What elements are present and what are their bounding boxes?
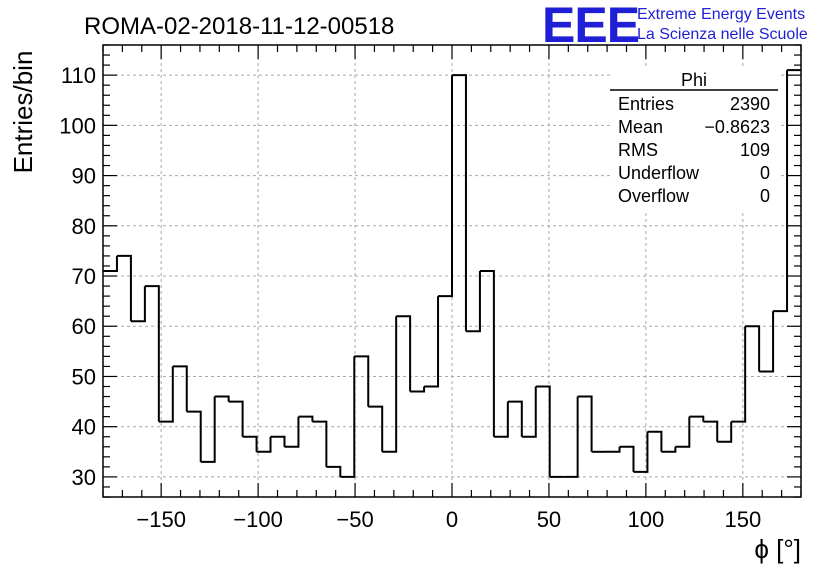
histogram-bin — [116, 254, 132, 322]
histogram-bin — [368, 405, 384, 452]
histogram-bin — [689, 415, 705, 422]
y-tick-label: 100 — [59, 113, 96, 138]
histogram-bin — [479, 270, 495, 437]
x-tick-label: 0 — [446, 507, 458, 532]
histogram-bin — [717, 421, 733, 443]
histogram-bin — [130, 286, 146, 323]
histogram-bin — [340, 356, 356, 478]
histogram-bin — [158, 366, 174, 423]
histogram-bin — [396, 315, 412, 392]
histogram-bin — [228, 400, 244, 437]
histogram-bin — [731, 326, 747, 423]
histogram-bin — [382, 316, 398, 453]
histogram-bin — [507, 400, 523, 437]
stat-value-underflow: 0 — [760, 163, 770, 183]
stats-box-title: Phi — [681, 70, 707, 90]
stat-label-mean: Mean — [618, 117, 663, 137]
y-tick-label: 80 — [72, 214, 96, 239]
histogram-bin — [563, 396, 579, 478]
x-axis-title: ϕ [°] — [754, 534, 801, 564]
x-tick-label: 50 — [537, 507, 561, 532]
y-tick-label: 30 — [72, 465, 96, 490]
x-tick-label: 150 — [724, 507, 761, 532]
histogram-bin — [326, 465, 342, 477]
histogram-bin — [619, 445, 635, 472]
x-tick-label: −150 — [136, 507, 186, 532]
histogram-bin — [661, 446, 677, 453]
histogram-bin — [535, 385, 551, 477]
histogram-bin — [675, 416, 691, 448]
logo-line-2: La Scienza nelle Scuole — [637, 26, 808, 43]
y-tick-label: 110 — [61, 63, 96, 88]
histogram-bin — [759, 311, 775, 373]
histogram-bin — [410, 386, 426, 393]
logo-letters: EEE — [542, 0, 639, 53]
stat-value-overflow: 0 — [760, 186, 770, 206]
histogram-bin — [465, 271, 481, 333]
histogram-bin — [256, 436, 272, 453]
y-tick-label: 40 — [72, 415, 96, 440]
histogram-bin — [703, 420, 719, 442]
histogram-bin — [242, 435, 258, 452]
histogram-bin — [452, 74, 467, 332]
stat-value-rms: 109 — [740, 140, 770, 160]
eee-logo: EEE Extreme Energy Events La Scienza nel… — [542, 0, 808, 53]
stat-value-mean: −0.8623 — [704, 117, 770, 137]
stats-box-background — [610, 68, 778, 210]
stats-box: Phi Entries 2390 Mean −0.8623 RMS 109 Un… — [610, 68, 778, 210]
histogram-bin — [214, 395, 230, 402]
histogram-bin — [521, 386, 537, 438]
y-tick-label: 60 — [72, 314, 96, 339]
y-tick-label: 50 — [72, 364, 96, 389]
stat-label-overflow: Overflow — [618, 186, 690, 206]
histogram-bin — [284, 416, 300, 448]
histogram-bin — [103, 255, 118, 272]
x-tick-label: −100 — [233, 507, 283, 532]
histogram-bin — [745, 325, 761, 372]
histogram-bin — [424, 296, 440, 388]
axes-layer — [102, 44, 802, 498]
logo-line-1: Extreme Energy Events — [637, 6, 805, 23]
histogram-bin — [773, 70, 789, 313]
histogram-bin — [633, 431, 649, 473]
histogram-bin — [186, 410, 202, 462]
stat-label-entries: Entries — [618, 94, 674, 114]
histogram-layer — [103, 69, 801, 478]
histogram-bin — [493, 401, 509, 438]
histogram-bin — [270, 435, 286, 447]
chart-title: ROMA-02-2018-11-12-00518 — [84, 13, 394, 40]
histogram-bin — [605, 446, 621, 453]
stat-label-underflow: Underflow — [618, 163, 700, 183]
tick-label-layer: −150 −100 −50 0 50 100 150 30 40 50 60 70 80 90 100 110 — [59, 63, 761, 532]
histogram-bin — [354, 355, 370, 407]
x-tick-label: 100 — [628, 507, 665, 532]
y-tick-label: 90 — [72, 164, 96, 189]
y-axis-title: Entries/bin — [8, 51, 38, 174]
histogram-bin — [577, 395, 593, 452]
histogram-bin — [172, 365, 188, 412]
y-tick-label: 70 — [72, 264, 96, 289]
histogram-bin — [312, 420, 328, 467]
stat-label-rms: RMS — [618, 140, 658, 160]
histogram-bin — [144, 285, 160, 422]
histogram-bin — [647, 430, 663, 452]
stat-value-entries: 2390 — [730, 94, 770, 114]
histogram-bin — [200, 396, 216, 463]
histogram-bin — [438, 75, 453, 298]
histogram-bin — [298, 415, 314, 422]
x-tick-label: −50 — [336, 507, 373, 532]
